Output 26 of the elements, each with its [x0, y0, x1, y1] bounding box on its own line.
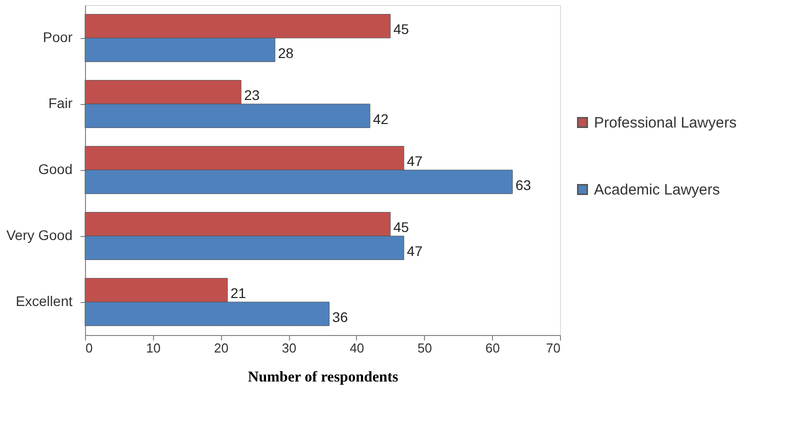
x-tick-label: 60: [485, 340, 500, 356]
x-tick-label: 40: [350, 340, 364, 356]
x-axis-title: Number of respondents: [248, 370, 398, 386]
data-label: 21: [230, 285, 246, 302]
data-label: 47: [406, 153, 423, 170]
y-tick-label: Good: [38, 161, 72, 177]
y-tick-label: Very Good: [6, 227, 72, 243]
y-tick-label: Fair: [48, 95, 73, 111]
x-tick-label: 0: [86, 340, 93, 356]
x-tick-label: 30: [282, 340, 296, 356]
x-tick-label: 10: [146, 340, 161, 356]
data-label: 47: [406, 242, 423, 259]
y-tick-label: Excellent: [16, 293, 73, 309]
legend-label: Academic Lawyers: [594, 182, 720, 198]
x-tick-label: 70: [546, 340, 560, 356]
data-label: 63: [516, 176, 532, 193]
data-label: 42: [373, 110, 389, 127]
data-label: 45: [393, 21, 410, 38]
x-tick-label: 50: [418, 340, 432, 356]
data-label: 45: [393, 219, 410, 236]
y-tick-label: Poor: [42, 29, 73, 45]
data-label: 36: [332, 308, 348, 325]
x-tick-label: 20: [214, 340, 228, 356]
legend-label: Professional Lawyers: [594, 114, 737, 132]
data-label: 23: [244, 87, 260, 104]
data-label: 28: [278, 44, 294, 61]
